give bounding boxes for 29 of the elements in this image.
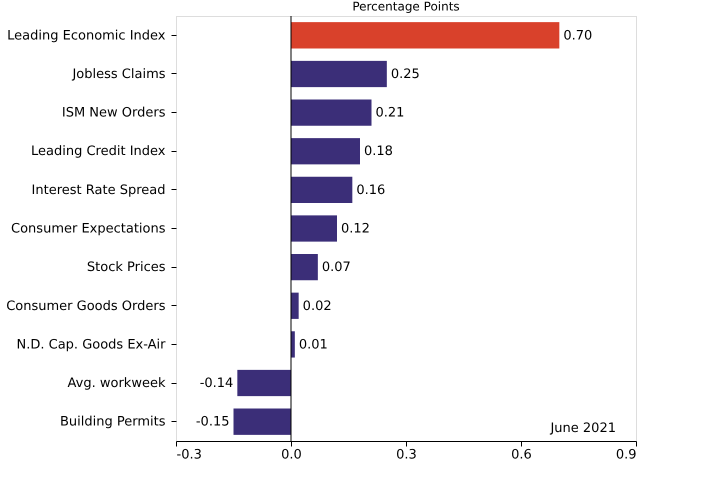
chart-title: Percentage Points [352,0,460,14]
y-tick-label: Consumer Goods Orders [6,298,166,314]
data-label: 0.21 [376,106,404,121]
y-tick-label: Jobless Claims [71,66,166,82]
y-tick-label: Leading Economic Index [7,28,166,44]
x-tick-label: 0.3 [396,448,417,462]
x-tick-label: 0.9 [616,448,636,462]
data-label: 0.70 [563,28,592,44]
y-tick-label: Stock Prices [86,260,166,276]
x-tick-label: 0.6 [511,448,532,462]
y-tick-label: ISM New Orders [62,106,166,121]
data-label: -0.15 [196,414,230,430]
data-label: 0.12 [341,222,370,236]
y-tick-label: Avg. workweek [68,376,166,392]
x-tick-label: 0.0 [281,448,302,462]
y-tick-label: Leading Credit Index [31,144,166,160]
annotation: June 2021 [549,421,616,436]
data-label: 0.02 [302,298,332,314]
data-label: 0.07 [322,260,351,276]
x-tick-label: -0.3 [176,448,202,462]
data-label: 0.16 [356,182,386,198]
data-label: 0.01 [298,337,328,352]
data-label: 0.25 [390,66,420,82]
y-tick-label: Interest Rate Spread [32,182,166,198]
y-tick-label: N.D. Cap. Goods Ex-Air [16,337,166,352]
y-tick-label: Consumer Expectations [11,222,166,236]
data-label: -0.14 [200,376,234,392]
data-label: 0.18 [364,144,393,160]
y-tick-label: Building Permits [60,414,166,430]
